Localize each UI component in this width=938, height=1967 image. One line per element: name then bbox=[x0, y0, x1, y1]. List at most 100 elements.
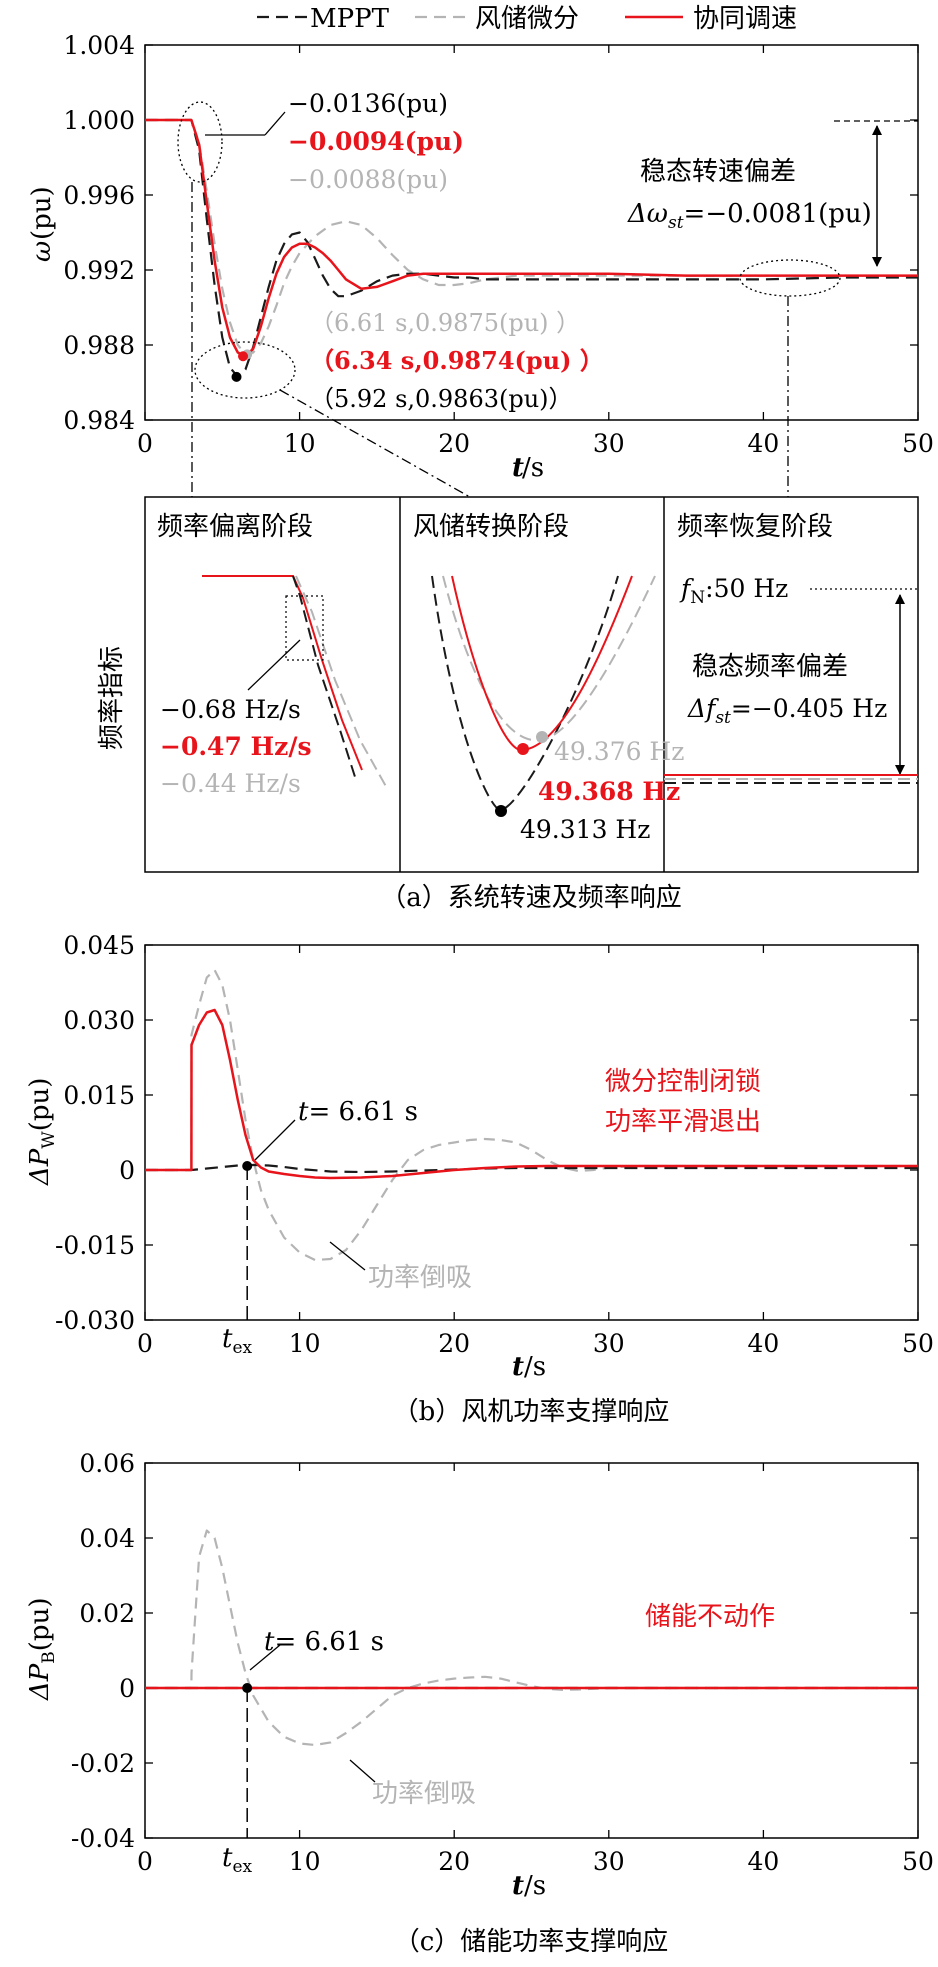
chart-c: 0 10 20 30 40 50 -0.04 -0.02 0 0.02 0.04 0.06 ΔPB(p… bbox=[25, 1449, 934, 1901]
y-tick-label: 0.02 bbox=[79, 1599, 135, 1628]
series-line-mppt bbox=[145, 1163, 918, 1174]
inset-p1-label-coordinated: −0.47 Hz/s bbox=[160, 732, 312, 761]
connector-middle bbox=[279, 389, 471, 498]
series-line-coordinated bbox=[145, 1008, 918, 1180]
chart-c-ylabel: ΔPB(pu) bbox=[25, 1598, 59, 1701]
chart-a-ylabel-symbol: ω bbox=[27, 241, 57, 262]
y-tick-label: -0.030 bbox=[55, 1306, 135, 1335]
caption-a: （a）系统转速及频率响应 bbox=[380, 883, 682, 913]
chart-b-reverse-label: 功率倒吸 bbox=[368, 1263, 472, 1293]
chart-a-ylabel-unit: (pu) bbox=[27, 186, 57, 240]
x-tick-label: 30 bbox=[593, 1847, 625, 1876]
x-tick-label: 10 bbox=[284, 429, 316, 458]
chart-a-frame bbox=[144, 44, 919, 421]
y-tick-label: 1.000 bbox=[63, 106, 135, 135]
x-tick-label: 20 bbox=[438, 1847, 470, 1876]
chart-b-t-leader bbox=[254, 1119, 296, 1161]
y-tick-label: 0.04 bbox=[79, 1524, 135, 1553]
y-tick-label: 1.004 bbox=[63, 31, 135, 60]
chart-c-tex-label: tex bbox=[222, 1843, 253, 1877]
steady-ellipse bbox=[739, 259, 841, 297]
chart-a: 0 10 20 30 40 50 0.984 0.988 0.992 0.996 1.000 1.00… bbox=[27, 31, 934, 483]
x-tick-label: 50 bbox=[902, 429, 934, 458]
y-tick-label: 0.015 bbox=[63, 1081, 135, 1110]
frequency-inset: 频率指标 频率偏离阶段 −0.68 Hz/s −0.47 Hz/s −0.44 … bbox=[97, 496, 919, 873]
inset-p1-label-mppt: −0.68 Hz/s bbox=[160, 695, 301, 724]
x-tick-label: 40 bbox=[747, 1847, 779, 1876]
inset-panel-1-title: 频率偏离阶段 bbox=[157, 512, 313, 542]
inset-p1-curve-mppt bbox=[292, 575, 357, 781]
legend-label-coordinated: 协同调速 bbox=[693, 4, 797, 34]
x-tick-label: 10 bbox=[289, 1847, 321, 1876]
min-point-coordinated bbox=[238, 351, 249, 362]
y-tick-label: -0.02 bbox=[71, 1749, 135, 1778]
inset-p1-zoom-box bbox=[285, 595, 324, 661]
chart-b-series bbox=[145, 968, 918, 1262]
chart-c-reverse-label: 功率倒吸 bbox=[372, 1779, 476, 1809]
legend-label-wind-storage: 风储微分 bbox=[475, 4, 579, 34]
inset-p1-curve-wind-storage bbox=[295, 575, 389, 791]
minimum-ellipse bbox=[194, 341, 296, 399]
x-tick-label: 40 bbox=[747, 429, 779, 458]
inset-ylabel: 频率指标 bbox=[97, 646, 127, 750]
y-tick-label: -0.04 bbox=[71, 1824, 135, 1853]
chart-a-ticks: 0 10 20 30 40 50 0.984 0.988 0.992 0.996 1.000 1.00… bbox=[63, 31, 933, 458]
chart-b: 0 10 20 30 40 50-0.030-0.01500.0150.0300.045 … bbox=[25, 931, 934, 1382]
x-tick-label: 20 bbox=[438, 429, 470, 458]
inset-p1-leader bbox=[247, 639, 301, 691]
inset-p1-label-wind-storage: −0.44 Hz/s bbox=[160, 769, 301, 798]
chart-b-tex-label: tex bbox=[222, 1324, 253, 1358]
series-line-wind-storage bbox=[145, 968, 918, 1262]
legend: MPPT 风储微分 协同调速 bbox=[257, 4, 797, 34]
chart-b-frame bbox=[144, 944, 919, 1321]
x-tick-label: 0 bbox=[137, 1329, 153, 1358]
y-tick-label: 0 bbox=[119, 1156, 135, 1185]
inset-p1-curve-coordinated bbox=[202, 575, 363, 771]
inset-frame bbox=[144, 496, 919, 873]
inset-panel-3-title: 频率恢复阶段 bbox=[677, 512, 833, 542]
chart-a-series bbox=[145, 118, 918, 378]
rocof-ellipse bbox=[177, 101, 223, 183]
x-tick-label: 30 bbox=[593, 1329, 625, 1358]
x-tick-label: 20 bbox=[438, 1329, 470, 1358]
x-tick-label: 0 bbox=[137, 1847, 153, 1876]
y-tick-label: -0.015 bbox=[55, 1231, 135, 1260]
x-tick-label: 30 bbox=[593, 429, 625, 458]
y-tick-label: 0.030 bbox=[63, 1006, 135, 1035]
y-tick-label: 0.045 bbox=[63, 931, 135, 960]
chart-b-ylabel: ΔPW(pu) bbox=[25, 1078, 59, 1186]
chart-c-reverse-leader bbox=[349, 1759, 376, 1783]
chart-b-reverse-leader bbox=[329, 1241, 366, 1271]
chart-b-xlabel: t/s bbox=[512, 1352, 546, 1382]
min-coordinated-label: （6.34 s,0.9874(pu) ） bbox=[310, 346, 604, 375]
inset-p2-label-coordinated: 49.368 Hz bbox=[538, 777, 680, 806]
x-tick-label: 10 bbox=[289, 1329, 321, 1358]
inset-p2-point-wind-storage bbox=[536, 731, 548, 743]
inset-p3-deviation-value: Δfst=−0.405 Hz bbox=[687, 694, 887, 728]
min-point-mppt bbox=[231, 371, 242, 382]
inset-p2-point-mppt bbox=[495, 805, 507, 817]
rocof-coordinated-label: −0.0094(pu) bbox=[288, 127, 464, 156]
chart-a-xlabel-main: t bbox=[512, 453, 524, 483]
chart-b-ticks: 0 10 20 30 40 50 -0.030 -0.015 0 0.015 0.030 0.045 bbox=[55, 931, 934, 1358]
inset-panel-2-title: 风储转换阶段 bbox=[413, 512, 569, 542]
steady-deviation-symbol: Δωst=−0.0081(pu) bbox=[627, 199, 872, 233]
rocof-wind-storage-label: −0.0088(pu) bbox=[288, 165, 448, 194]
series-line-coordinated bbox=[145, 118, 918, 358]
y-tick-label: 0.996 bbox=[63, 181, 135, 210]
inset-p2-curve-coordinated bbox=[451, 575, 633, 751]
x-tick-label: 0 bbox=[137, 429, 153, 458]
x-tick-label: 40 bbox=[747, 1329, 779, 1358]
chart-c-frame bbox=[144, 1462, 919, 1839]
legend-label-mppt: MPPT bbox=[310, 4, 390, 34]
y-tick-label: 0.984 bbox=[63, 406, 135, 435]
inset-p2-label-mppt: 49.313 Hz bbox=[520, 815, 650, 844]
chart-b-t-label: t= 6.61 s bbox=[298, 1097, 418, 1127]
min-mppt-label: （5.92 s,0.9863(pu)） bbox=[310, 385, 573, 413]
inset-p3-deviation-title: 稳态频率偏差 bbox=[692, 652, 848, 682]
x-tick-label: 50 bbox=[902, 1847, 934, 1876]
y-tick-label: 0.988 bbox=[63, 331, 135, 360]
inset-p2-curve-mppt bbox=[431, 575, 619, 812]
rocof-leader-right bbox=[264, 111, 286, 136]
chart-c-t-leader bbox=[249, 1644, 281, 1671]
